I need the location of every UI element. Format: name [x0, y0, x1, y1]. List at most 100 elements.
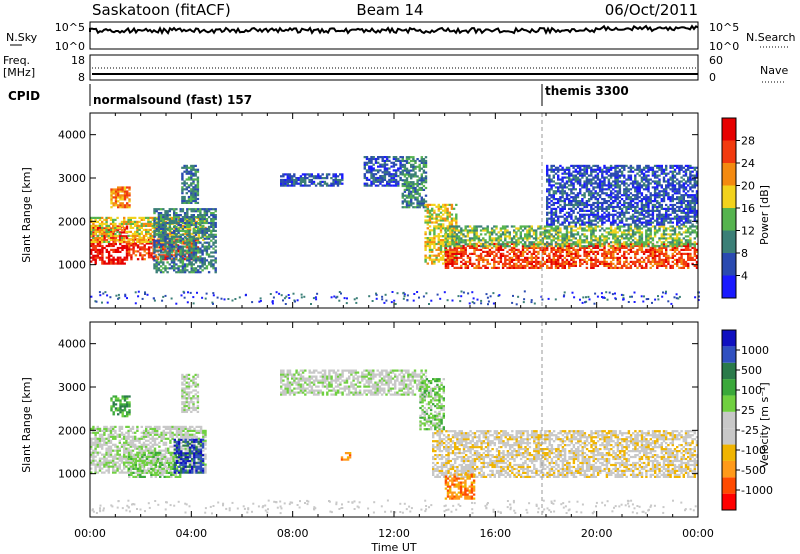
scatter-cell — [464, 239, 467, 242]
scatter-cell — [153, 259, 156, 262]
scatter-cell — [103, 231, 106, 234]
scatter-cell — [603, 239, 606, 242]
scatter-cell — [90, 250, 93, 253]
scatter-cell — [192, 259, 195, 262]
scatter-cell — [574, 194, 577, 197]
scatter-cell — [192, 214, 195, 217]
scatter-cell — [136, 238, 139, 241]
scatter-cell — [526, 264, 529, 267]
scatter-cell — [446, 235, 450, 238]
scatter-cell — [601, 188, 604, 191]
scatter-cell — [192, 229, 195, 232]
scatter-cell — [98, 243, 102, 246]
scatter-cell — [647, 258, 650, 261]
scatter-cell — [603, 180, 606, 183]
scatter-cell — [581, 221, 584, 224]
scatter-cell — [207, 216, 211, 219]
scatter-cell — [284, 180, 287, 183]
scatter-cell — [412, 184, 415, 188]
scatter-cell — [614, 172, 617, 175]
scatter-cell — [574, 207, 577, 210]
scatter-cell — [598, 248, 602, 251]
scatter-cell — [570, 190, 573, 193]
scatter-cell — [214, 208, 217, 211]
scatter-cell — [475, 245, 478, 248]
scatter-cell — [568, 184, 571, 187]
scatter-cell — [548, 260, 551, 263]
scatter-cell — [170, 265, 174, 268]
scatter-cell — [636, 241, 639, 244]
scatter-cell — [513, 237, 516, 240]
scatter-cell — [437, 242, 440, 246]
scatter-cell — [450, 237, 454, 240]
scatter-cell — [568, 264, 571, 267]
scatter-cell — [210, 231, 213, 234]
scatter-cell — [543, 248, 547, 251]
scatter-cell — [563, 219, 566, 222]
scatter-cell — [196, 170, 200, 173]
scatter-cell — [173, 269, 176, 272]
scatter-cell — [488, 231, 492, 234]
scatter-cell — [684, 248, 688, 251]
scatter-cell — [330, 177, 333, 180]
scatter-cell — [471, 239, 474, 242]
scatter-cell — [596, 225, 600, 228]
scatter-cell — [616, 176, 619, 179]
scatter-cell — [499, 233, 503, 236]
scatter-cell — [147, 242, 151, 245]
scatter-cell — [185, 178, 188, 181]
scatter-cell — [570, 262, 573, 265]
scatter-cell — [570, 200, 573, 203]
scatter-cell — [559, 223, 562, 226]
scatter-cell — [129, 224, 132, 227]
scatter-cell — [428, 231, 432, 234]
scatter-cell — [112, 248, 115, 251]
scatter-cell — [563, 243, 566, 246]
scatter-cell — [570, 213, 573, 216]
scatter-cell — [310, 175, 313, 178]
scatter-cell — [199, 227, 202, 230]
scatter-cell — [107, 244, 111, 248]
scatter-cell — [598, 260, 602, 263]
scatter-cell — [186, 219, 189, 223]
scatter-cell — [649, 241, 652, 244]
scatter-cell — [515, 231, 518, 234]
scatter-cell — [517, 237, 520, 240]
scatter-cell — [645, 231, 648, 234]
scatter-cell — [592, 258, 595, 261]
scatter-cell — [581, 200, 584, 203]
scatter-cell — [159, 214, 163, 217]
scatter-cell — [448, 211, 451, 214]
scatter-cell — [210, 255, 213, 258]
scatter-cell — [334, 173, 337, 176]
scatter-cell — [192, 231, 195, 234]
scatter-cell — [665, 252, 668, 255]
scatter-cell — [574, 260, 577, 263]
scatter-cell — [405, 173, 409, 176]
scatter-cell — [192, 223, 195, 227]
scatter-cell — [173, 259, 176, 262]
scatter-cell — [484, 241, 487, 244]
scatter-cell — [125, 225, 129, 228]
scatter-cell — [508, 258, 511, 261]
scatter-cell — [618, 184, 622, 187]
scatter-cell — [550, 180, 553, 183]
scatter-cell — [550, 264, 553, 267]
scatter-cell — [468, 258, 472, 261]
scatter-cell — [284, 178, 287, 182]
scatter-cell — [684, 231, 688, 234]
scatter-cell — [370, 157, 373, 161]
scatter-cell — [585, 186, 589, 189]
scatter-cell — [98, 256, 102, 259]
scatter-cell — [629, 235, 633, 238]
scatter-cell — [377, 176, 380, 180]
scatter-cell — [94, 228, 97, 231]
scatter-cell — [642, 260, 646, 263]
scatter-cell — [592, 266, 595, 269]
scatter-cell — [680, 241, 683, 244]
scatter-cell — [535, 239, 538, 242]
scatter-cell — [293, 173, 296, 176]
scatter-cell — [557, 217, 560, 220]
scatter-cell — [128, 246, 131, 249]
scatter-cell — [118, 222, 121, 225]
